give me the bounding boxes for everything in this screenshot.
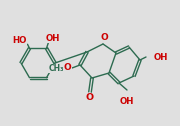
Text: OH: OH xyxy=(154,53,168,61)
Text: OH: OH xyxy=(45,34,60,43)
Text: O: O xyxy=(100,33,108,41)
Text: O: O xyxy=(86,93,94,102)
Text: CH₃: CH₃ xyxy=(48,64,64,73)
Text: OH: OH xyxy=(120,98,134,106)
Text: HO: HO xyxy=(12,36,27,45)
Text: O: O xyxy=(63,64,71,72)
